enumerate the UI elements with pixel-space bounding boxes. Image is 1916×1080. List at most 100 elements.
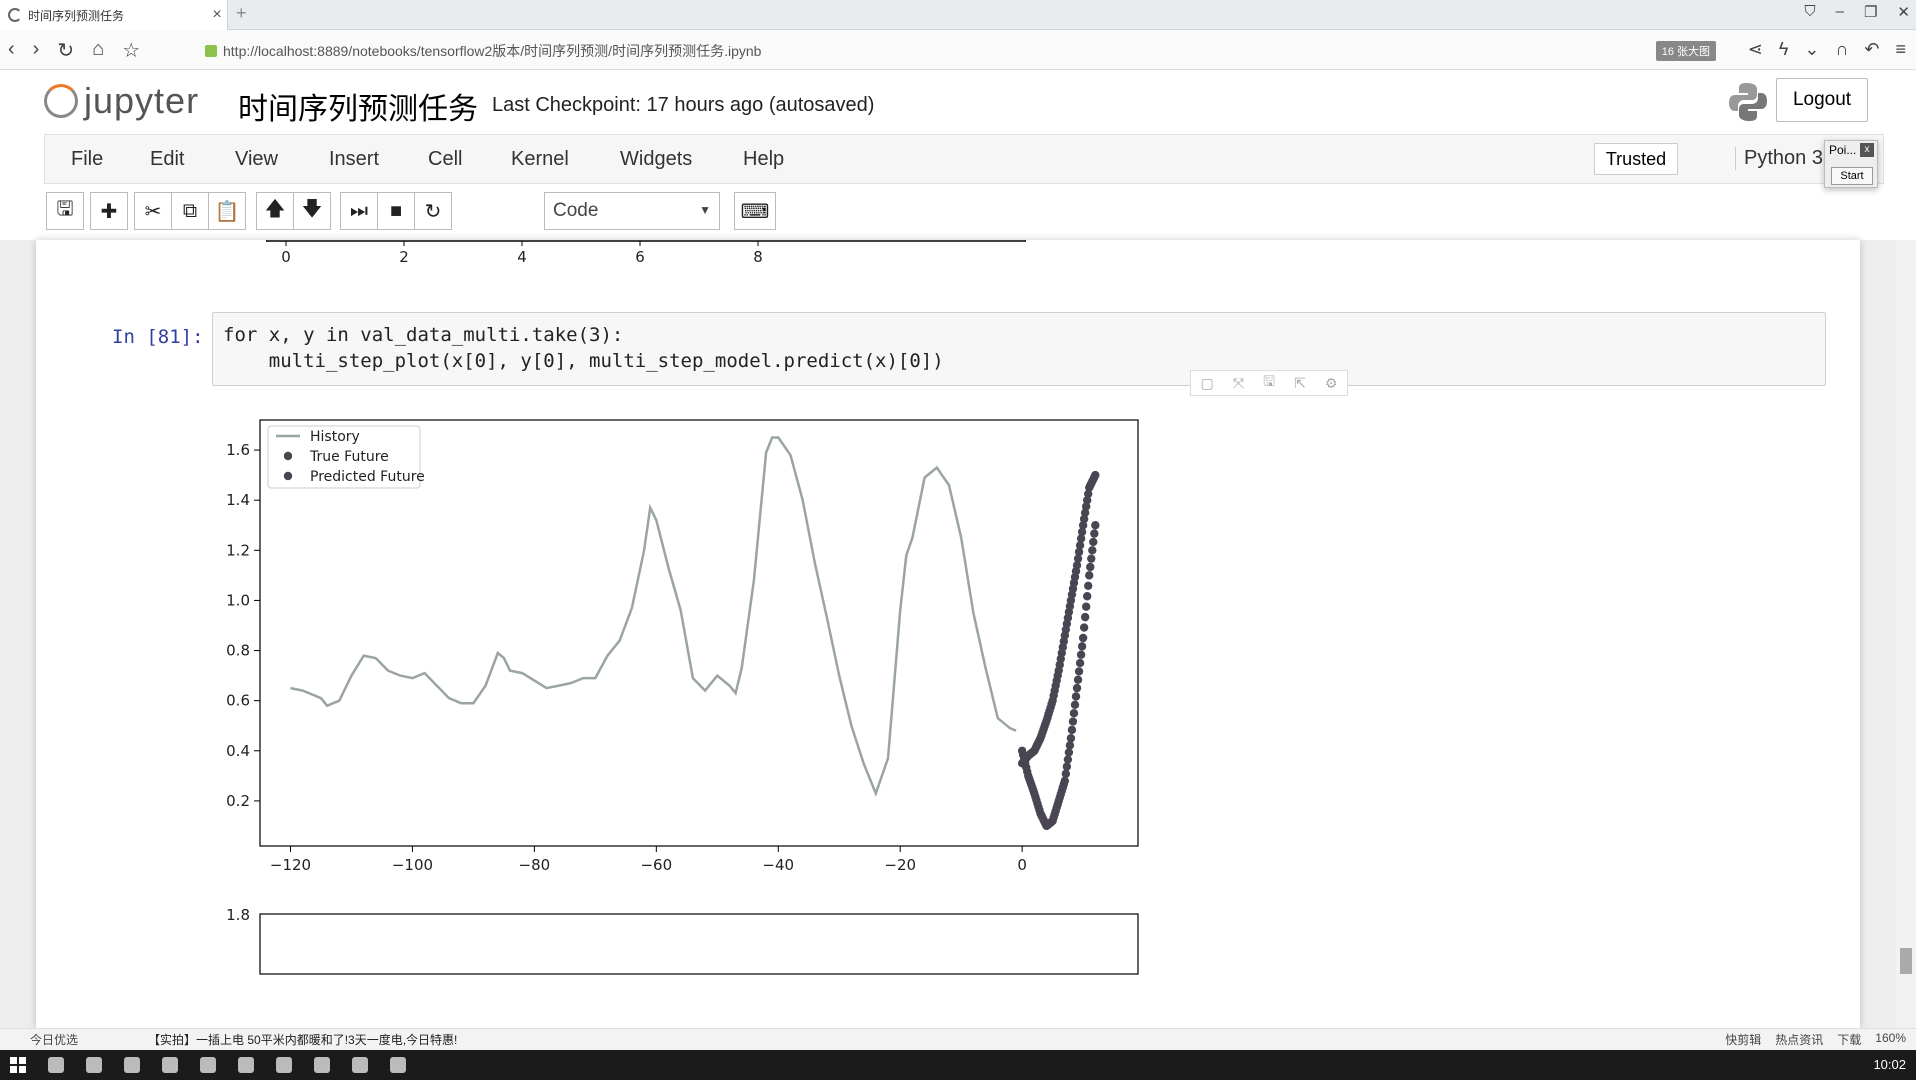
app-icon-8[interactable]	[390, 1057, 406, 1073]
menu-insert[interactable]: Insert	[329, 148, 380, 170]
save-output-icon[interactable]: 🖫	[1263, 373, 1276, 389]
url-badge[interactable]: 16 张大图	[1655, 41, 1716, 61]
url-field[interactable]: http://localhost:8889/notebooks/tensorfl…	[205, 38, 1725, 64]
share-icon[interactable]: ⋖	[1747, 39, 1763, 59]
minimize-icon[interactable]: –	[1835, 3, 1844, 20]
app-icon-6[interactable]	[314, 1057, 330, 1073]
menu-edit[interactable]: Edit	[150, 148, 185, 170]
status-item-1[interactable]: 快剪辑	[1725, 1033, 1762, 1047]
close-tab-icon[interactable]: ×	[212, 6, 222, 23]
os-taskbar: 10:02	[0, 1050, 1916, 1080]
app-icon-5[interactable]	[276, 1057, 292, 1073]
status-item-3[interactable]: 下载	[1837, 1033, 1862, 1047]
menu-icon[interactable]: ≡	[1895, 39, 1906, 59]
run-button[interactable]: ⏭	[340, 192, 378, 230]
legend-true-future-label: True Future	[309, 449, 389, 465]
true-future-point	[1066, 734, 1076, 743]
logout-button[interactable]: Logout	[1776, 78, 1868, 122]
popup-close-icon[interactable]: x	[1860, 143, 1874, 157]
trusted-button[interactable]: Trusted	[1594, 143, 1678, 175]
x-tick-label: −20	[884, 856, 916, 874]
cut-button[interactable]: ✂	[134, 192, 172, 230]
star-icon[interactable]: ☆	[122, 40, 141, 62]
kernel-indicator: Python 3	[1735, 147, 1823, 170]
browser-tab-bar: 时间序列预测任务 × + ⛉ – ❐ ✕	[0, 0, 1916, 30]
notebook-title[interactable]: 时间序列预测任务	[238, 93, 478, 126]
true-future-point	[1090, 529, 1099, 538]
restore-icon[interactable]: ❐	[1863, 4, 1878, 21]
arrow-down-icon: 🡇	[301, 198, 323, 220]
menu-file[interactable]: File	[71, 148, 104, 170]
menu-kernel[interactable]: Kernel	[511, 148, 569, 170]
menu-cell[interactable]: Cell	[428, 148, 463, 170]
task-view-icon[interactable]	[86, 1057, 102, 1073]
scrollbar-thumb[interactable]	[1900, 948, 1912, 974]
plus-icon: ✚	[100, 200, 118, 223]
interrupt-button[interactable]: ■	[377, 192, 415, 230]
paste-button[interactable]: 📋	[208, 192, 246, 230]
insert-cell-button[interactable]: ✚	[90, 192, 128, 230]
save-button[interactable]: 🖫	[46, 192, 84, 230]
move-down-button[interactable]: 🡇	[293, 192, 331, 230]
copy-button[interactable]: ⧉	[171, 192, 209, 230]
status-news[interactable]: 【实拍】一插上电 50平米内都暖和了!3天一度电,今日特惠!	[148, 1033, 458, 1047]
x-tick-label: −120	[270, 856, 311, 874]
popup-title: Poi...	[1829, 143, 1857, 157]
lightning-icon[interactable]: ϟ	[1778, 39, 1789, 59]
predicted-future-point	[1084, 489, 1093, 499]
command-palette-button[interactable]: ⌨	[734, 192, 776, 230]
code-cell[interactable]: for x, y in val_data_multi.take(3): mult…	[212, 312, 1826, 386]
headphones-icon[interactable]: ∩	[1835, 39, 1849, 59]
caret-down-icon: ▼	[699, 203, 711, 217]
windows-start-icon[interactable]	[10, 1057, 26, 1073]
menu-view[interactable]: View	[235, 148, 278, 170]
jupyter-logo[interactable]: jupyter	[44, 80, 199, 122]
app-icon-7[interactable]	[352, 1057, 368, 1073]
status-left[interactable]: 今日优选	[30, 1033, 79, 1047]
true-future-point	[1077, 642, 1087, 651]
restart-button[interactable]: ↻	[414, 192, 452, 230]
cell-type-select[interactable]: Code ▼	[544, 192, 720, 230]
page-scrollbar[interactable]	[1896, 240, 1916, 1028]
y-tick-label: 0.2	[226, 792, 250, 810]
scissors-icon: ✂	[144, 200, 162, 223]
skin-icon[interactable]: ⛉	[1804, 3, 1816, 20]
predicted-future-point	[1079, 514, 1089, 524]
move-up-button[interactable]: 🡅	[256, 192, 294, 230]
url-text: http://localhost:8889/notebooks/tensorfl…	[223, 43, 762, 59]
back-icon[interactable]: ‹	[8, 38, 15, 60]
settings-icon[interactable]: ⚙	[1324, 374, 1338, 391]
app-icon-3[interactable]	[200, 1057, 216, 1073]
search-icon[interactable]	[48, 1057, 64, 1073]
menu-help[interactable]: Help	[743, 148, 785, 170]
open-external-icon[interactable]: ⇱	[1294, 374, 1306, 391]
folder-app-icon[interactable]	[162, 1057, 178, 1073]
zoom-level[interactable]: 160%	[1875, 1031, 1906, 1045]
legend-predicted-future-label: Predicted Future	[310, 469, 425, 485]
address-bar: ‹ › ↻ ⌂ ☆ http://localhost:8889/notebook…	[0, 30, 1916, 70]
browser-tab[interactable]: 时间序列预测任务 ×	[0, 0, 228, 30]
loading-icon	[8, 8, 22, 22]
expand-icon[interactable]: ⤧	[1232, 374, 1245, 391]
new-tab-icon[interactable]: +	[236, 3, 247, 23]
reload-icon[interactable]: ↻	[57, 40, 75, 62]
window-controls: ⛉ – ❐ ✕	[1804, 3, 1910, 21]
predicted-future-point	[1077, 527, 1087, 537]
step-forward-icon: ⏭	[350, 199, 368, 222]
dropdown-icon[interactable]: ⌄	[1804, 39, 1820, 59]
y-tick-label: 0.8	[226, 642, 250, 660]
home-icon[interactable]: ⌂	[92, 38, 105, 60]
predicted-future-point	[1076, 534, 1086, 543]
app-icon-4[interactable]	[238, 1057, 254, 1073]
true-future-point	[1079, 623, 1089, 632]
undo-icon[interactable]: ↶	[1864, 39, 1880, 59]
status-item-2[interactable]: 热点资讯	[1775, 1033, 1824, 1047]
popup-start-button[interactable]: Start	[1831, 167, 1873, 185]
close-window-icon[interactable]: ✕	[1897, 4, 1910, 21]
pin-icon[interactable]: ▢	[1200, 374, 1214, 391]
forward-icon[interactable]: ›	[32, 38, 40, 60]
checkpoint-status: Last Checkpoint: 17 hours ago (autosaved…	[492, 94, 875, 116]
menu-widgets[interactable]: Widgets	[620, 148, 693, 170]
prev-x-tick-label: 2	[399, 248, 409, 266]
browser-app-icon[interactable]	[124, 1057, 140, 1073]
